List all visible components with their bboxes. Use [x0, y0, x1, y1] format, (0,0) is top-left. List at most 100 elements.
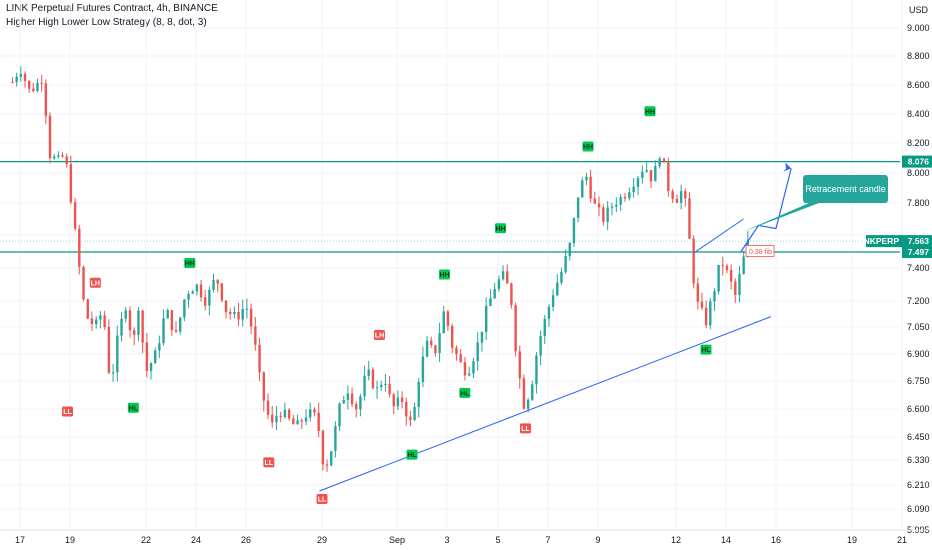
symbol-tag: LINKPERP — [856, 235, 902, 248]
candle — [405, 397, 408, 426]
candle — [128, 306, 132, 338]
candle-body — [279, 415, 282, 417]
candle — [258, 337, 261, 382]
candle-body — [667, 162, 670, 192]
candle-body — [133, 330, 136, 335]
candle-body — [208, 289, 211, 306]
candle-body — [602, 207, 605, 222]
candle — [568, 241, 571, 261]
candle-body — [57, 155, 60, 157]
y-tick-label: 8.600 — [907, 80, 930, 90]
candle — [606, 201, 609, 231]
candle-body — [304, 417, 308, 422]
candle — [78, 224, 81, 275]
swing-label: HH — [184, 257, 196, 268]
candle-body — [283, 409, 287, 417]
candle — [111, 364, 115, 383]
candle-body — [170, 310, 174, 331]
chart-symbol-title: LINK Perpetual Futures Contract, 4h, BIN… — [6, 3, 218, 14]
candle — [742, 250, 745, 275]
candle — [375, 380, 379, 399]
candle — [233, 306, 236, 319]
candle — [700, 292, 704, 311]
y-tick-label: 6.090 — [907, 504, 930, 514]
candle — [99, 310, 102, 329]
candle-body — [421, 356, 425, 382]
candle-body — [183, 299, 186, 318]
candle — [713, 288, 716, 311]
candle — [141, 309, 144, 354]
x-tick-label: 26 — [241, 535, 251, 545]
candle-body — [313, 409, 316, 413]
candle-body — [334, 426, 337, 452]
candle — [704, 300, 708, 329]
candle — [551, 289, 555, 312]
swing-label: HH — [439, 269, 450, 280]
candle — [195, 283, 199, 296]
candle — [65, 153, 68, 168]
candle — [738, 265, 741, 303]
time-axis: 17 19 22 24 26 29 Sep 3 5 7 9 12 14 16 19 21 — [0, 529, 932, 545]
candle — [309, 402, 312, 422]
candle — [446, 309, 450, 332]
candle-body — [742, 256, 745, 275]
candle — [459, 349, 462, 364]
candle-body — [610, 206, 614, 208]
projection-path — [740, 168, 792, 252]
candle-body — [330, 451, 333, 466]
candle — [158, 335, 161, 358]
candle-body — [103, 315, 106, 328]
x-tick-label: 19 — [847, 535, 857, 545]
candle-body — [671, 191, 674, 199]
candle — [501, 265, 505, 281]
candle — [61, 152, 64, 158]
x-tick-label: 16 — [771, 535, 781, 545]
candle — [279, 411, 282, 423]
candle-body — [514, 305, 517, 352]
candle — [442, 305, 445, 334]
swing-label: HL — [700, 344, 712, 355]
candle — [82, 265, 85, 302]
x-tick-label: 5 — [495, 535, 500, 545]
candle-body — [271, 414, 274, 423]
candle-body — [52, 156, 56, 159]
candle — [476, 332, 479, 371]
candle — [409, 410, 412, 426]
candle-body — [124, 310, 127, 319]
x-tick-label: 22 — [141, 535, 151, 545]
candle-body — [649, 170, 653, 182]
candle-body — [82, 266, 85, 300]
candle — [717, 264, 720, 295]
candle — [396, 390, 400, 410]
candle — [220, 282, 224, 303]
candle-body — [48, 115, 52, 159]
candle — [73, 197, 77, 231]
candle-body — [69, 164, 73, 203]
candle-body — [258, 344, 261, 373]
candle — [11, 77, 14, 84]
y-axis-unit: USD — [909, 5, 929, 15]
candle-body — [287, 409, 291, 419]
candle — [32, 82, 35, 93]
y-tick-label: 7.200 — [907, 296, 930, 306]
candle-body — [628, 192, 631, 199]
last-price-tag-box — [902, 235, 932, 248]
candle — [658, 156, 661, 169]
candle-body — [556, 282, 559, 296]
candle — [133, 327, 136, 346]
y-tick-label: 6.450 — [907, 432, 930, 442]
level-tag-upper: 8.076 — [902, 155, 932, 168]
swing-label: LL — [520, 423, 531, 434]
candle-body — [292, 418, 295, 425]
candle-body — [195, 284, 199, 292]
candle-body — [384, 383, 387, 385]
candle-body — [233, 312, 236, 315]
level-tag-lower-box — [902, 245, 932, 258]
candle-body — [204, 297, 207, 306]
swing-label-text: LH — [375, 333, 384, 340]
candle-body — [367, 369, 370, 376]
candle-body — [658, 158, 661, 167]
candle — [271, 405, 274, 428]
candle-body — [619, 196, 622, 205]
